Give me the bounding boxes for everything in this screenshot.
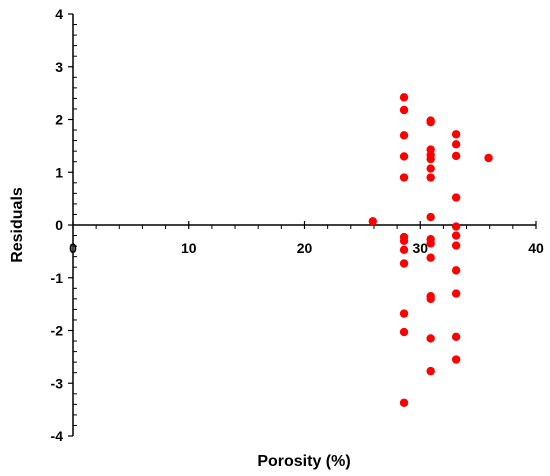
y-tick-label: 2: [55, 112, 63, 128]
data-point: [426, 253, 435, 262]
y-tick-label: -4: [51, 428, 64, 444]
data-point: [399, 152, 409, 161]
data-point: [451, 355, 461, 364]
y-tick-label: 0: [55, 217, 63, 233]
data-point: [451, 222, 461, 231]
data-point: [399, 236, 409, 246]
data-point: [451, 130, 461, 139]
y-axis-title: Residuals: [9, 187, 26, 263]
data-point: [426, 154, 435, 164]
x-axis-title: Porosity (%): [257, 453, 350, 470]
data-point: [426, 239, 435, 248]
data-point: [399, 398, 409, 407]
y-tick-label: -2: [51, 323, 64, 339]
y-tick-label: -3: [51, 375, 64, 391]
data-point: [451, 266, 461, 275]
data-point: [426, 366, 435, 376]
data-point: [484, 153, 493, 163]
data-point: [399, 327, 409, 337]
x-tick-label: 10: [181, 240, 197, 256]
data-points: [368, 93, 493, 407]
data-point: [426, 334, 435, 343]
data-point: [451, 231, 461, 240]
x-tick-label: 30: [412, 240, 428, 256]
data-point: [399, 245, 409, 254]
data-point: [451, 332, 461, 342]
data-point: [426, 117, 435, 127]
data-point: [399, 131, 409, 140]
x-tick-label: 20: [297, 240, 313, 256]
data-point: [399, 173, 409, 182]
data-point: [368, 217, 377, 226]
y-tick-label: 4: [55, 6, 63, 22]
y-tick-label: 3: [55, 59, 63, 75]
data-point: [426, 164, 435, 173]
data-point: [451, 151, 461, 161]
data-point: [451, 193, 461, 202]
x-tick-labels: 0 10 20 30 40: [69, 240, 544, 256]
data-point: [399, 105, 409, 115]
y-tick-label: 1: [55, 164, 63, 180]
x-tick-label: 0: [69, 240, 77, 256]
y-tick-label: -1: [51, 270, 64, 286]
data-point: [399, 259, 409, 268]
data-point: [399, 309, 409, 318]
data-point: [451, 241, 461, 250]
data-point: [426, 212, 435, 222]
y-tick-labels: 4 3 2 1 0 -1 -2 -3 -4: [51, 6, 64, 444]
data-point: [399, 93, 409, 102]
data-point: [426, 294, 435, 304]
x-tick-label: 40: [528, 240, 544, 256]
data-point: [451, 289, 461, 298]
data-point: [426, 173, 435, 182]
data-point: [451, 140, 461, 149]
